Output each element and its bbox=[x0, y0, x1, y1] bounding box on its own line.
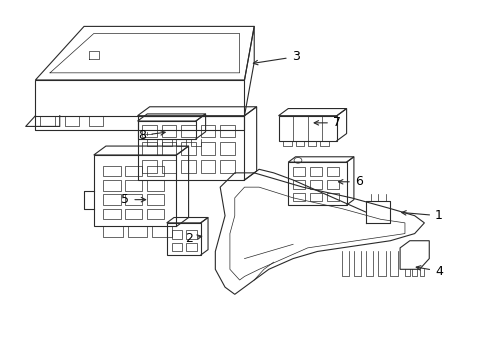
Bar bbox=[292, 180, 305, 189]
Bar bbox=[186, 243, 197, 251]
Bar bbox=[186, 230, 197, 239]
Text: 6: 6 bbox=[338, 175, 362, 188]
Bar bbox=[103, 166, 120, 176]
Bar bbox=[171, 230, 182, 239]
Bar bbox=[201, 125, 215, 137]
Text: 7: 7 bbox=[313, 116, 340, 129]
Bar bbox=[147, 194, 164, 205]
Bar bbox=[201, 160, 215, 173]
Bar bbox=[125, 194, 142, 205]
Bar bbox=[147, 166, 164, 176]
Bar bbox=[125, 208, 142, 219]
Bar bbox=[125, 166, 142, 176]
Bar bbox=[220, 143, 234, 155]
Bar bbox=[309, 180, 322, 189]
Bar bbox=[137, 116, 244, 180]
Bar bbox=[162, 160, 176, 173]
Bar bbox=[201, 143, 215, 155]
Text: 1: 1 bbox=[401, 209, 442, 222]
Bar bbox=[171, 243, 182, 251]
Text: 4: 4 bbox=[415, 265, 442, 278]
Bar bbox=[142, 143, 157, 155]
Text: 5: 5 bbox=[121, 193, 145, 206]
Bar bbox=[181, 143, 196, 155]
Bar bbox=[103, 194, 120, 205]
Bar bbox=[292, 167, 305, 176]
Bar bbox=[103, 180, 120, 191]
Bar bbox=[181, 160, 196, 173]
Bar bbox=[309, 167, 322, 176]
Bar bbox=[142, 125, 157, 137]
Bar bbox=[309, 193, 322, 202]
Bar bbox=[147, 180, 164, 191]
Bar bbox=[162, 125, 176, 137]
Bar bbox=[103, 208, 120, 219]
Bar bbox=[278, 116, 336, 141]
Bar bbox=[292, 193, 305, 202]
Bar bbox=[142, 160, 157, 173]
Bar bbox=[94, 155, 176, 226]
Bar bbox=[326, 180, 339, 189]
Bar bbox=[220, 125, 234, 137]
Bar bbox=[220, 160, 234, 173]
Bar bbox=[125, 180, 142, 191]
Bar bbox=[162, 143, 176, 155]
Text: 8: 8 bbox=[138, 129, 165, 142]
Bar bbox=[326, 167, 339, 176]
Bar bbox=[166, 223, 201, 255]
Bar bbox=[181, 125, 196, 137]
Text: 3: 3 bbox=[253, 50, 299, 65]
Bar bbox=[287, 162, 346, 205]
Bar bbox=[147, 208, 164, 219]
Text: 2: 2 bbox=[184, 233, 201, 246]
Bar bbox=[326, 193, 339, 202]
